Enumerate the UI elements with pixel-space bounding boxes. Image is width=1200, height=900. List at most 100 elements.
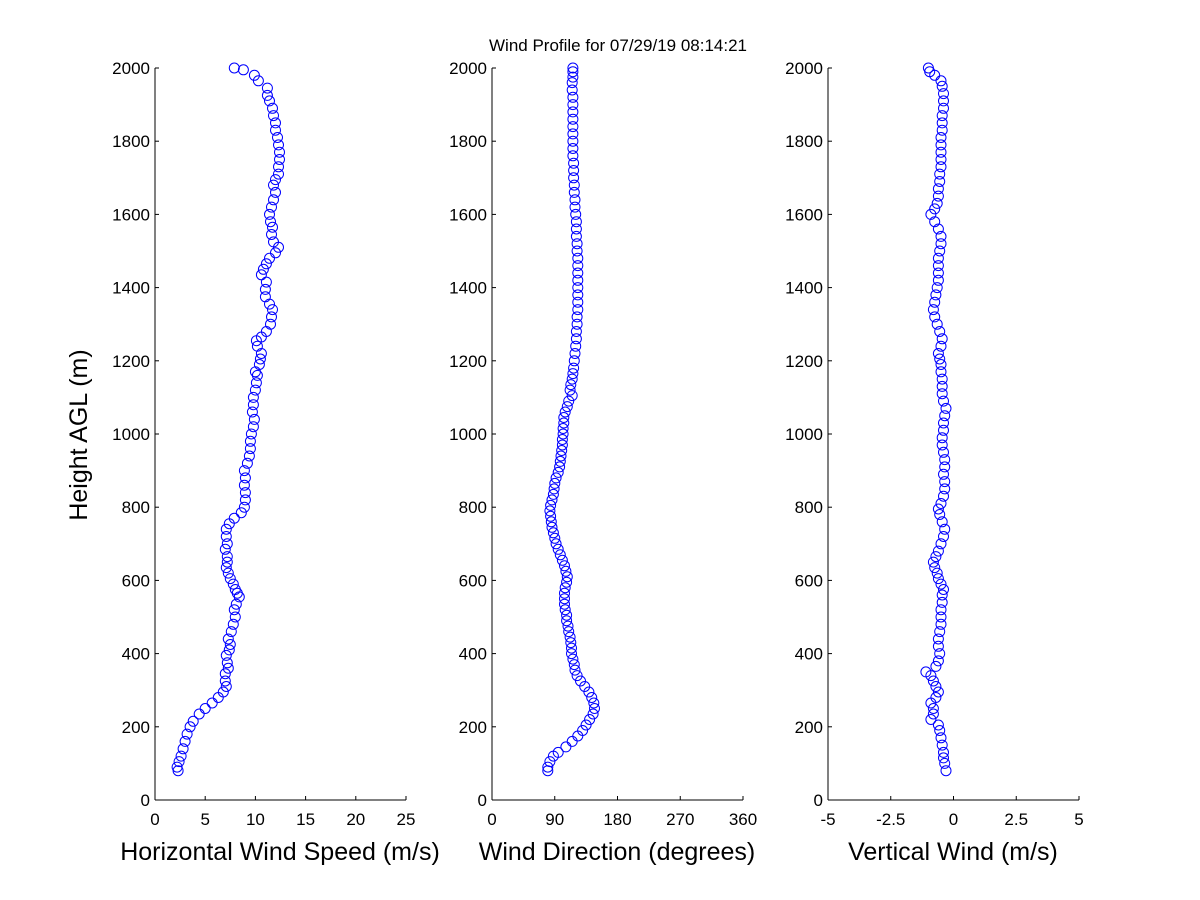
data-point xyxy=(938,102,949,114)
data-point xyxy=(932,573,944,585)
data-point xyxy=(932,686,944,698)
data-point xyxy=(561,609,573,621)
data-point xyxy=(570,223,582,235)
data-point xyxy=(566,77,578,89)
data-point xyxy=(560,565,572,577)
data-point xyxy=(562,620,574,632)
data-point xyxy=(589,703,600,714)
x-axis-label-vertical-wind: Vertical Wind (m/s) xyxy=(848,838,1058,866)
data-point xyxy=(936,117,948,129)
data-point xyxy=(273,139,284,151)
data-point xyxy=(241,457,253,469)
data-point xyxy=(556,434,568,445)
data-point xyxy=(171,761,183,773)
data-point xyxy=(932,267,944,279)
data-point xyxy=(273,161,284,173)
x-tick-label: 15 xyxy=(296,810,315,829)
data-point xyxy=(929,216,941,228)
data-point xyxy=(922,62,934,74)
data-point xyxy=(556,554,568,566)
data-point xyxy=(931,318,943,330)
data-point xyxy=(274,146,285,158)
data-point xyxy=(935,139,947,151)
data-point xyxy=(935,578,947,590)
data-point xyxy=(935,538,947,550)
data-point xyxy=(572,274,584,286)
data-point xyxy=(927,556,939,568)
data-point xyxy=(566,648,577,660)
data-point xyxy=(268,194,279,206)
data-point xyxy=(222,662,234,674)
y-tick-label: 1200 xyxy=(112,352,150,371)
data-point xyxy=(568,165,580,176)
panel-wind-direction: 0 90 180 270 360 0 200 400 600 800 1000 1200 1400 160… xyxy=(449,59,757,829)
data-point xyxy=(931,282,943,294)
data-point xyxy=(567,66,579,78)
x-tick-label: 0 xyxy=(949,810,958,829)
data-point xyxy=(243,450,255,462)
data-point xyxy=(927,304,939,316)
y-tick-label: 1000 xyxy=(449,425,487,444)
x-tick-label: 180 xyxy=(603,810,631,829)
data-point xyxy=(940,402,952,414)
data-point xyxy=(569,348,581,359)
data-point xyxy=(572,282,584,294)
y-axis-label: Height AGL (m) xyxy=(65,349,93,520)
data-point xyxy=(936,110,948,122)
data-point xyxy=(268,179,279,191)
x-tick-label: 5 xyxy=(1074,810,1083,829)
data-point xyxy=(248,413,260,425)
data-point xyxy=(221,556,233,568)
data-point xyxy=(575,675,586,687)
data-point xyxy=(225,626,237,638)
data-point xyxy=(936,124,948,136)
data-point xyxy=(934,626,946,638)
data-point xyxy=(266,201,277,213)
data-point xyxy=(938,95,949,107)
y-tick-label: 800 xyxy=(459,498,487,517)
y-tick-label: 1000 xyxy=(112,425,150,444)
data-point xyxy=(547,527,559,539)
y-tick-label: 1600 xyxy=(112,205,150,224)
data-point xyxy=(584,714,596,725)
data-point xyxy=(936,373,948,385)
data-point xyxy=(555,450,567,462)
data-point xyxy=(935,732,947,744)
data-point xyxy=(938,424,949,436)
data-point xyxy=(175,750,187,762)
data-point xyxy=(244,435,256,447)
data-point xyxy=(558,412,570,423)
data-point xyxy=(561,401,573,413)
data-point xyxy=(935,618,947,630)
data-point xyxy=(927,703,939,714)
data-point xyxy=(235,507,247,519)
data-point xyxy=(267,102,278,114)
data-point xyxy=(557,428,569,440)
data-point xyxy=(247,399,259,411)
data-point xyxy=(932,260,944,272)
data-point xyxy=(559,560,570,572)
data-point xyxy=(570,340,582,352)
data-point xyxy=(932,252,944,264)
data-point xyxy=(932,719,944,731)
data-point xyxy=(564,384,576,396)
data-point xyxy=(939,523,951,535)
data-point xyxy=(936,388,948,400)
y-tick-label: 200 xyxy=(795,718,823,737)
y-tick-label: 400 xyxy=(795,645,823,664)
y-tick-label: 2000 xyxy=(785,59,823,78)
data-point xyxy=(239,472,251,484)
data-point xyxy=(567,91,579,103)
data-point xyxy=(936,439,948,451)
y-tick-label: 1800 xyxy=(785,132,823,151)
data-point xyxy=(938,490,949,502)
y-tick-label: 400 xyxy=(459,645,487,664)
data-point xyxy=(565,637,577,649)
data-point xyxy=(932,348,944,359)
data-point xyxy=(566,84,578,96)
data-point xyxy=(936,596,948,608)
data-point xyxy=(253,359,265,370)
data-point xyxy=(929,562,941,574)
data-point xyxy=(932,274,944,286)
y-tick-label: 1800 xyxy=(112,132,150,151)
